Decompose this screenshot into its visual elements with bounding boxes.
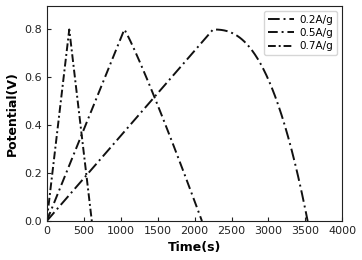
0.5A/g xyxy=(181,169,185,172)
0.2A/g xyxy=(45,219,49,223)
Legend: 0.2A/g, 0.5A/g, 0.7A/g: 0.2A/g, 0.5A/g, 0.7A/g xyxy=(264,11,337,55)
0.7A/g xyxy=(76,105,80,108)
Line: 0.5A/g: 0.5A/g xyxy=(47,29,202,221)
Line: 0.7A/g: 0.7A/g xyxy=(47,29,92,221)
0.5A/g xyxy=(182,171,186,174)
0.5A/g xyxy=(122,28,126,31)
0.7A/g xyxy=(73,81,78,84)
0.5A/g xyxy=(159,111,163,114)
0.7A/g xyxy=(84,175,89,178)
0.5A/g xyxy=(200,219,204,223)
Line: 0.2A/g: 0.2A/g xyxy=(47,29,308,221)
0.7A/g xyxy=(90,219,94,223)
0.5A/g xyxy=(87,115,91,118)
0.2A/g xyxy=(237,36,241,39)
0.2A/g xyxy=(211,28,215,31)
0.7A/g xyxy=(77,118,82,121)
0.2A/g xyxy=(249,48,253,51)
0.5A/g xyxy=(153,98,158,101)
0.5A/g xyxy=(144,74,148,77)
0.2A/g xyxy=(283,127,288,130)
0.2A/g xyxy=(283,124,287,127)
Y-axis label: Potential(V): Potential(V) xyxy=(5,71,18,156)
0.7A/g xyxy=(67,28,71,31)
0.2A/g xyxy=(255,56,260,60)
0.5A/g xyxy=(45,219,49,223)
X-axis label: Time(s): Time(s) xyxy=(168,242,221,255)
0.7A/g xyxy=(84,173,89,176)
0.2A/g xyxy=(135,115,139,118)
0.7A/g xyxy=(57,115,61,118)
0.7A/g xyxy=(45,219,49,223)
0.2A/g xyxy=(306,219,310,223)
